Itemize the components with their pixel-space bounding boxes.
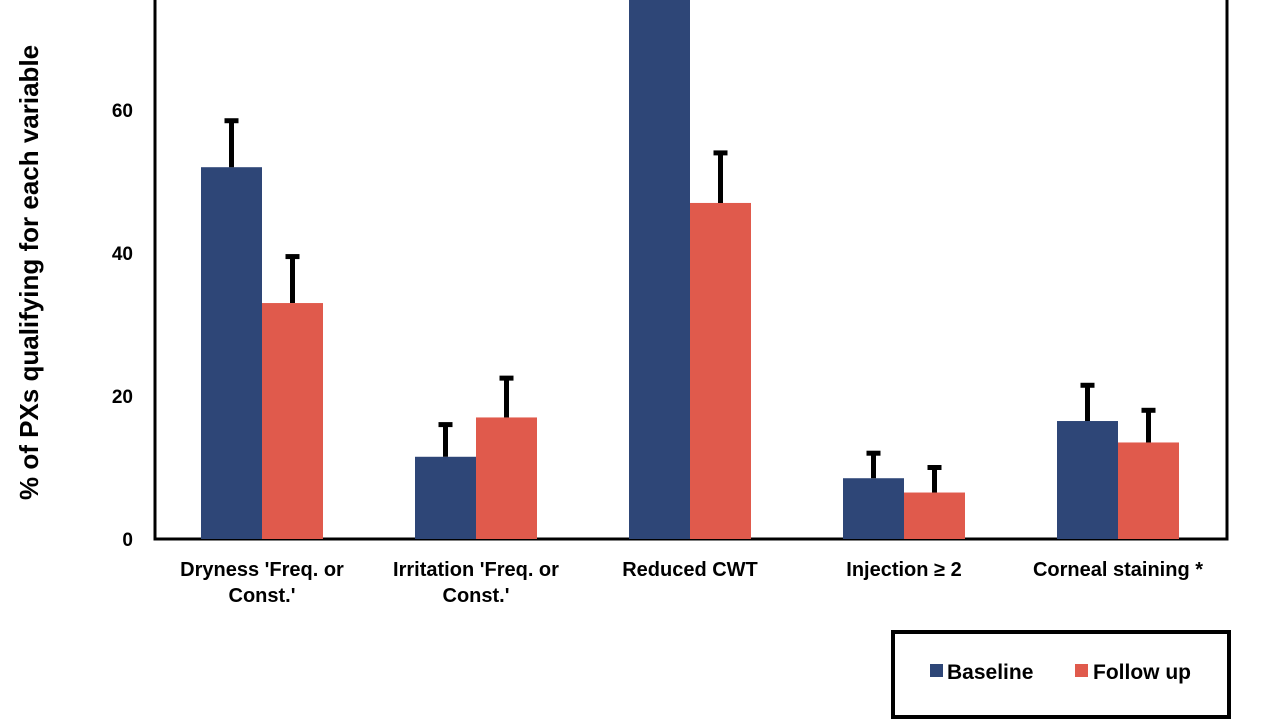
legend-swatch-baseline: [930, 664, 943, 677]
category-label: Injection ≥ 2: [846, 559, 961, 581]
bar-follow-up: [262, 303, 323, 539]
bar-baseline: [843, 478, 904, 539]
legend-label-baseline: Baseline: [947, 661, 1033, 684]
y-tick-label: 20: [112, 387, 133, 408]
category-label: Corneal staining *: [1033, 559, 1203, 581]
legend: Baseline Follow up: [891, 630, 1231, 719]
legend-box: [891, 630, 1231, 719]
bar-follow-up: [690, 202, 751, 539]
y-axis-label: % of PXs qualifying for each variable: [14, 45, 44, 500]
bar-follow-up: [904, 492, 965, 539]
bar-baseline: [1057, 421, 1118, 539]
bar-baseline: [629, 0, 690, 539]
bar-baseline: [415, 456, 476, 539]
bar-baseline: [201, 167, 262, 539]
bar-follow-up: [1118, 442, 1179, 539]
y-tick-label: 40: [112, 244, 133, 265]
bar-follow-up: [476, 417, 537, 539]
legend-swatch-follow-up: [1075, 664, 1088, 677]
category-label: Irritation 'Freq. or Const.': [393, 559, 559, 607]
category-label: Reduced CWT: [622, 559, 758, 581]
category-label: Dryness 'Freq. or Const.': [180, 559, 344, 607]
legend-label-follow-up: Follow up: [1093, 661, 1191, 684]
y-tick-label: 60: [112, 101, 133, 122]
y-tick-label: 0: [122, 530, 133, 551]
